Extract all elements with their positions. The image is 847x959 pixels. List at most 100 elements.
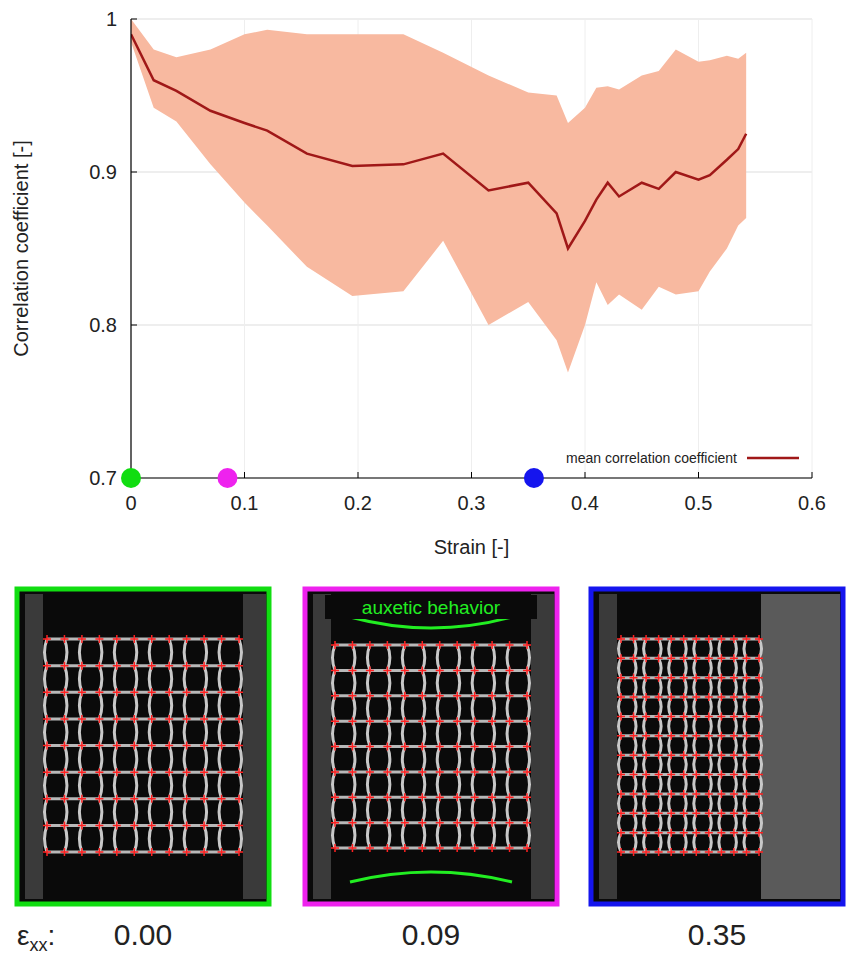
lattice [621, 657, 759, 660]
tracking-cross [692, 712, 700, 720]
tracking-cross [655, 674, 663, 682]
tracking-cross [523, 743, 531, 751]
tracking-cross [717, 829, 725, 837]
x-axis-title: Strain [-] [434, 536, 510, 558]
tracking-cross [755, 790, 763, 798]
tracking-cross [331, 844, 339, 852]
lattice [719, 639, 722, 852]
tracking-cross [200, 768, 208, 776]
tracking-cross [488, 743, 496, 751]
legend-label: mean correlation coefficient [566, 450, 737, 466]
tracking-cross [742, 809, 750, 817]
grid-line [131, 19, 132, 478]
tracking-cross [183, 715, 191, 723]
tracking-cross [453, 793, 461, 801]
tracking-cross [148, 795, 156, 803]
tracking-cross [717, 751, 725, 759]
tracking-cross [742, 771, 750, 779]
tracking-cross [348, 666, 356, 674]
tracking-cross [95, 795, 103, 803]
lattice [335, 669, 527, 672]
x-tick-label: 0.3 [458, 492, 486, 514]
tracking-cross [523, 844, 531, 852]
tracking-cross [130, 715, 138, 723]
tracking-cross [523, 793, 531, 801]
y-tick-label: 0.9 [89, 161, 117, 183]
tracking-cross [218, 662, 226, 670]
tracking-cross [642, 848, 650, 856]
tracking-cross [165, 662, 173, 670]
tracking-cross [348, 819, 356, 827]
tracking-cross [630, 693, 638, 701]
tracking-cross [331, 819, 339, 827]
tracking-cross [742, 712, 750, 720]
tracking-cross [506, 666, 514, 674]
tracking-cross [453, 641, 461, 649]
tracking-cross [630, 674, 638, 682]
tracking-cross [717, 635, 725, 643]
tracking-cross [617, 829, 625, 837]
tracking-cross [655, 732, 663, 740]
tracking-cross [655, 712, 663, 720]
tracking-cross [705, 693, 713, 701]
lattice [619, 639, 622, 852]
row-label: εxx: [17, 920, 55, 955]
lattice [47, 851, 239, 854]
tracking-cross [436, 743, 444, 751]
tracking-cross [165, 768, 173, 776]
tracking-cross [436, 692, 444, 700]
tracking-cross [506, 692, 514, 700]
lattice [621, 638, 759, 641]
tracking-cross [667, 674, 675, 682]
tracking-cross [680, 635, 688, 643]
tracking-cross [655, 809, 663, 817]
tracking-cross [755, 771, 763, 779]
tracking-cross [43, 768, 51, 776]
tracking-cross [78, 848, 86, 856]
tracking-cross [383, 641, 391, 649]
lattice [709, 639, 712, 852]
tracking-cross [401, 666, 409, 674]
tracking-cross [235, 662, 243, 670]
tracking-cross [200, 662, 208, 670]
tracking-cross [331, 717, 339, 725]
tracking-cross [630, 635, 638, 643]
tracking-cross [680, 732, 688, 740]
tracking-cross [148, 715, 156, 723]
tracking-cross [667, 635, 675, 643]
tracking-cross [642, 635, 650, 643]
tracking-cross [680, 674, 688, 682]
tracking-cross [418, 819, 426, 827]
tracking-cross [655, 635, 663, 643]
tracking-cross [692, 693, 700, 701]
clamp [243, 594, 266, 899]
tracking-cross [742, 848, 750, 856]
lattice [621, 792, 759, 795]
tracking-cross [366, 743, 374, 751]
tracking-cross [418, 717, 426, 725]
tracking-cross [630, 809, 638, 817]
tracking-cross [383, 666, 391, 674]
tracking-cross [113, 742, 121, 750]
tracking-cross [705, 654, 713, 662]
tracking-cross [692, 848, 700, 856]
tracking-cross [113, 688, 121, 696]
tracking-cross [235, 848, 243, 856]
panel-label: 0.09 [402, 918, 460, 951]
tracking-cross [488, 692, 496, 700]
tracking-cross [680, 693, 688, 701]
tracking-cross [331, 692, 339, 700]
clamp [599, 594, 617, 899]
tracking-cross [506, 793, 514, 801]
tracking-cross [642, 790, 650, 798]
tracking-cross [617, 654, 625, 662]
tracking-cross [630, 848, 638, 856]
tracking-cross [506, 844, 514, 852]
lattice [335, 796, 527, 799]
tracking-cross [60, 662, 68, 670]
lattice [47, 664, 239, 667]
x-tick [698, 472, 699, 478]
tracking-cross [717, 654, 725, 662]
tracking-cross [642, 693, 650, 701]
tracking-cross [235, 715, 243, 723]
